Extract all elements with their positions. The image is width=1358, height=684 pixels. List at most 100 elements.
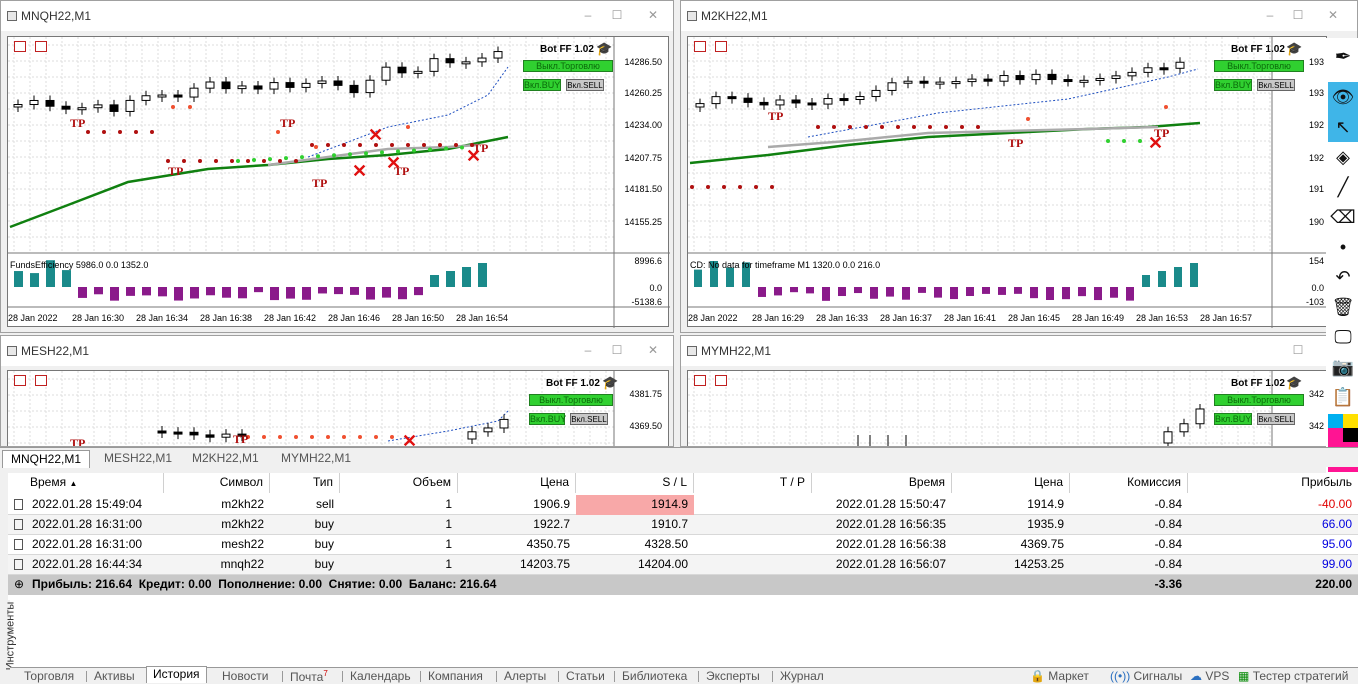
window-titlebar[interactable]: MNQH22,M1 – ☐ ✕ <box>1 1 673 31</box>
chart-canvas[interactable]: TP TP TP ✕ Bot FF 1.02 🎓 Выкл.Торговлю Вкл.… <box>687 36 1328 328</box>
chart-tool-icon[interactable] <box>14 41 26 52</box>
signals-label: Сигналы <box>1133 669 1183 683</box>
dot-icon[interactable]: • <box>1339 237 1347 257</box>
vps-link[interactable]: ☁ VPS <box>1190 669 1229 683</box>
enable-buy-button[interactable]: Вкл.BUY <box>529 413 567 425</box>
tab-alerts[interactable]: Алерты <box>504 669 547 683</box>
minimize-button[interactable]: – <box>584 8 592 22</box>
cursor-icon[interactable]: ↖ <box>1328 112 1358 142</box>
disable-trading-button[interactable]: Выкл.Торговлю <box>1214 394 1304 406</box>
pen-nib-icon[interactable]: ✒ <box>1334 46 1352 68</box>
tab-mail[interactable]: Почта7 <box>290 669 328 684</box>
col-price[interactable]: Цена <box>458 473 576 493</box>
chart-tool-icon[interactable] <box>715 41 727 52</box>
close-button[interactable]: ✕ <box>647 8 659 22</box>
chart-window-mnqh22[interactable]: MNQH22,M1 – ☐ ✕ TP TP TP TP TP TP ✕ ✕ ✕ ✕ Bot FF … <box>0 0 674 333</box>
disable-trading-button[interactable]: Выкл.Торговлю <box>529 394 613 406</box>
tag-icon[interactable]: ◈ <box>1336 147 1350 167</box>
chart-tool-icon[interactable] <box>715 375 727 386</box>
table-row[interactable]: 2022.01.28 16:31:00 mesh22 buy 1 4350.75 4328… <box>8 535 1358 555</box>
svg-text:TP: TP <box>70 116 85 130</box>
chart-canvas[interactable]: TP TP ✕ Bot FF 1.02 🎓 Выкл.Торговлю Вкл.BU… <box>7 370 669 446</box>
sort-up-icon: ▲ <box>69 479 78 488</box>
chart-window-mesh22[interactable]: MESH22,M1 – ☐ ✕ TP TP ✕ Bot FF 1.02 🎓 Выкл… <box>0 335 674 447</box>
col-tp[interactable]: T / P <box>694 473 812 493</box>
tab-mnqh22[interactable]: MNQH22,M1 <box>2 450 91 468</box>
disable-trading-button[interactable]: Выкл.Торговлю <box>523 60 613 72</box>
enable-buy-button[interactable]: Вкл.BUY <box>523 79 561 91</box>
tab-mesh22[interactable]: MESH22,M1 <box>104 451 173 465</box>
cell-sl: 1914.9 <box>576 495 694 515</box>
cell-close-price: 1935.9 <box>1027 517 1064 531</box>
table-row[interactable]: 2022.01.28 16:44:34 mnqh22 buy 1 14203.75 142… <box>8 555 1358 575</box>
cell-volume: 1 <box>445 517 452 531</box>
toolbox-side-tab[interactable]: Инструменты <box>0 600 16 682</box>
market-link[interactable]: 🔒 Маркет <box>1030 669 1089 683</box>
tab-articles[interactable]: Статьи <box>566 669 605 683</box>
tab-assets[interactable]: Активы <box>94 669 135 683</box>
enable-buy-button[interactable]: Вкл.BUY <box>1214 79 1252 91</box>
trash-icon[interactable]: 🗑 <box>1331 297 1355 317</box>
chart-tool-icon[interactable] <box>694 375 706 386</box>
chart-window-mymh22[interactable]: MYMH22,M1 ☐ Bot FF 1.02 🎓 Выкл.Торговлю … <box>680 335 1330 447</box>
chart-canvas[interactable]: TP TP TP TP TP TP ✕ ✕ ✕ ✕ Bot FF 1.02 🎓 Выкл.Торг… <box>7 36 670 328</box>
window-titlebar[interactable]: MYMH22,M1 ☐ <box>681 336 1329 366</box>
col-close-price[interactable]: Цена <box>952 473 1070 493</box>
minimize-button[interactable]: – <box>584 343 592 357</box>
clipboard-icon[interactable]: 📋 <box>1331 387 1355 407</box>
chart-tool-icon[interactable] <box>694 41 706 52</box>
maximize-button[interactable]: ☐ <box>611 8 623 22</box>
eye-icon[interactable]: 👁 <box>1328 82 1358 112</box>
tab-calendar[interactable]: Календарь <box>350 669 411 683</box>
signals-link[interactable]: ((•)) Сигналы <box>1110 669 1182 683</box>
price-label: 14181.50 <box>624 184 662 194</box>
disable-trading-button[interactable]: Выкл.Торговлю <box>1214 60 1304 72</box>
enable-sell-button[interactable]: Вкл.SELL <box>566 79 604 91</box>
eraser-icon[interactable]: ⌫ <box>1330 207 1356 227</box>
undo-icon[interactable]: ↶ <box>1335 267 1351 287</box>
chart-window-m2kh22[interactable]: M2KH22,M1 – ☐ ✕ TP TP TP ✕ Bot FF 1.02 🎓 Вы… <box>680 0 1358 333</box>
maximize-button[interactable]: ☐ <box>1292 343 1304 357</box>
enable-sell-button[interactable]: Вкл.SELL <box>1257 413 1295 425</box>
window-titlebar[interactable]: M2KH22,M1 – ☐ ✕ <box>681 1 1357 31</box>
close-button[interactable]: ✕ <box>647 343 659 357</box>
col-volume[interactable]: Объем <box>340 473 458 493</box>
line-tool-icon[interactable]: ╱ <box>1337 177 1349 197</box>
monitor-icon[interactable]: 🖵 <box>1334 327 1352 347</box>
col-profit[interactable]: Прибыль <box>1301 475 1352 489</box>
summary-profit: 220.00 <box>1315 577 1352 591</box>
tab-mymh22[interactable]: MYMH22,M1 <box>281 451 352 465</box>
chart-tool-icon[interactable] <box>14 375 26 386</box>
enable-sell-button[interactable]: Вкл.SELL <box>1257 79 1295 91</box>
maximize-button[interactable]: ☐ <box>1292 8 1304 22</box>
tab-company[interactable]: Компания <box>428 669 483 683</box>
toolbox-tabs: Торговля Активы История Новости Почта7 К… <box>10 666 1358 684</box>
close-button[interactable]: ✕ <box>1327 8 1339 22</box>
col-symbol[interactable]: Символ <box>164 473 270 493</box>
minimize-button[interactable]: – <box>1266 8 1274 22</box>
enable-sell-button[interactable]: Вкл.SELL <box>570 413 608 425</box>
col-close-time[interactable]: Время <box>812 473 952 493</box>
tab-journal[interactable]: Журнал <box>780 669 824 683</box>
enable-buy-button[interactable]: Вкл.BUY <box>1214 413 1252 425</box>
tab-trade[interactable]: Торговля <box>24 669 75 683</box>
table-row[interactable]: 2022.01.28 15:49:04 m2kh22 sell 1 1906.9 1914… <box>8 495 1358 515</box>
col-sl[interactable]: S / L <box>576 473 694 493</box>
col-open-time[interactable]: Время ▲ <box>30 473 150 493</box>
maximize-button[interactable]: ☐ <box>611 343 623 357</box>
chart-tool-icon[interactable] <box>35 41 47 52</box>
col-type[interactable]: Тип <box>270 473 340 493</box>
tab-news[interactable]: Новости <box>222 669 269 683</box>
col-commission[interactable]: Комиссия <box>1070 473 1188 493</box>
tab-history[interactable]: История <box>146 666 207 683</box>
table-row[interactable]: 2022.01.28 16:31:00 m2kh22 buy 1 1922.7 1910.… <box>8 515 1358 535</box>
strategy-tester-link[interactable]: ▦ Тестер стратегий <box>1238 669 1348 683</box>
camera-icon[interactable]: 📷 <box>1331 357 1355 377</box>
window-titlebar[interactable]: MESH22,M1 – ☐ ✕ <box>1 336 673 366</box>
tab-m2kh22[interactable]: M2KH22,M1 <box>192 451 259 465</box>
tab-library[interactable]: Библиотека <box>622 669 688 683</box>
tab-experts[interactable]: Эксперты <box>706 669 760 683</box>
expand-plus-icon[interactable]: ⊕ <box>14 577 25 591</box>
chart-tool-icon[interactable] <box>35 375 47 386</box>
chart-canvas[interactable]: Bot FF 1.02 🎓 Выкл.Торговлю Вкл.BUY Вкл.… <box>687 370 1327 446</box>
